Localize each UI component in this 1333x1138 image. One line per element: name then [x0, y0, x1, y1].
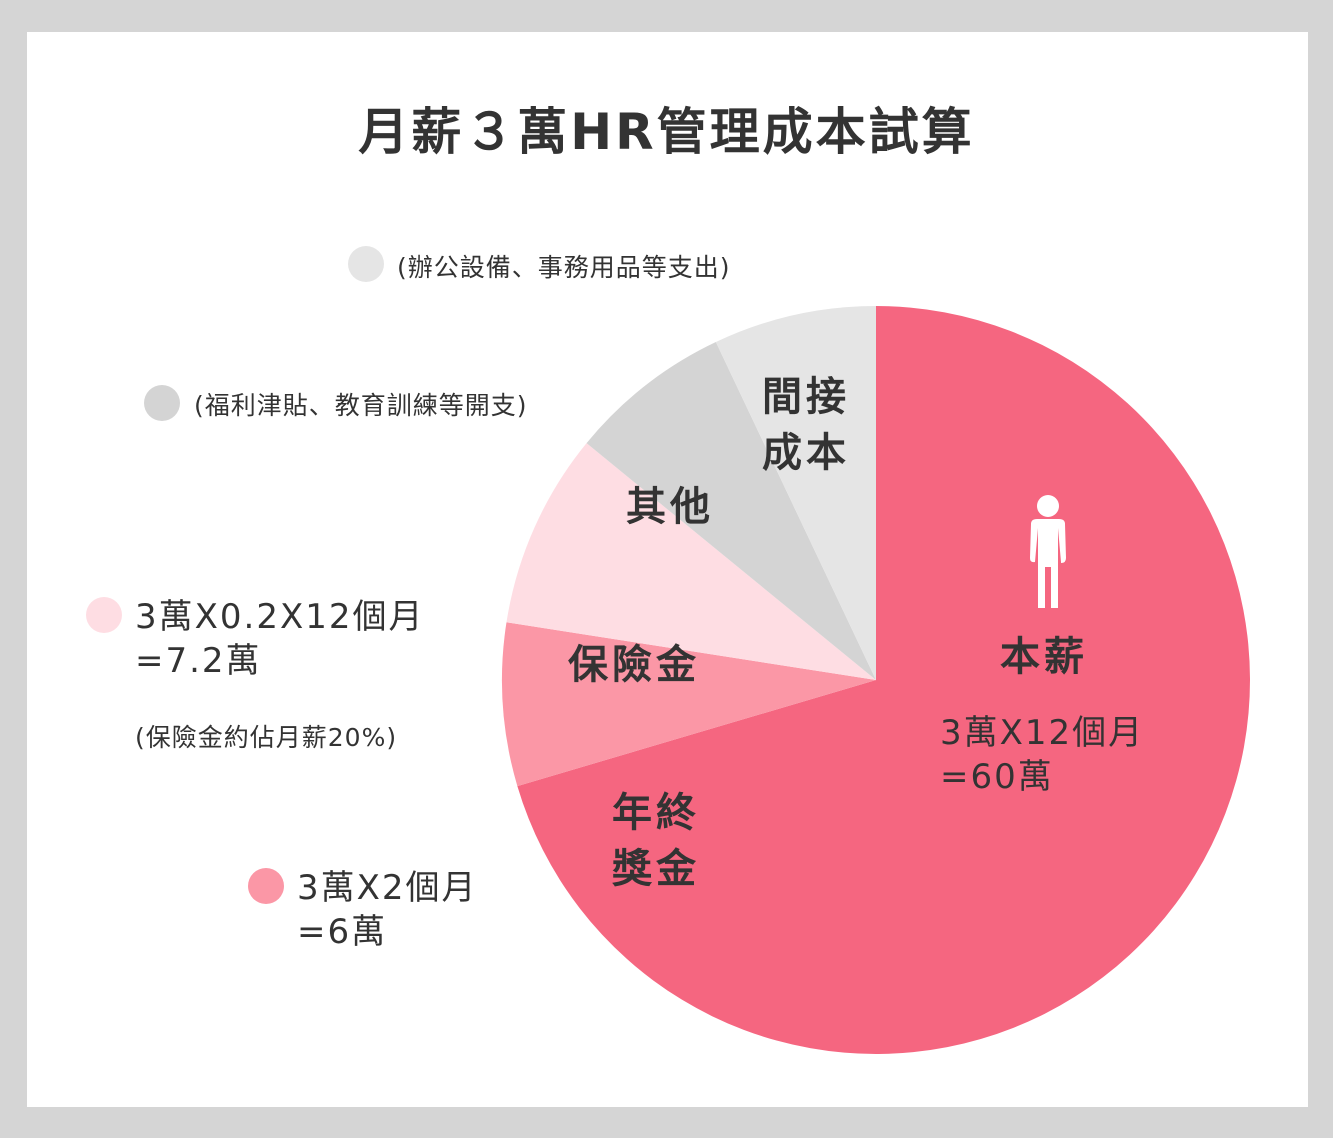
chart-title: 月薪３萬HR管理成本試算 — [358, 103, 975, 161]
pie-slice-insurance — [506, 443, 876, 680]
legend-dot-other — [144, 385, 180, 421]
slice-label-insurance: 保險金 — [568, 642, 700, 688]
slice-label-year-end-bonus: 年終 獎金 — [612, 790, 700, 892]
legend-annotation-insurance: 3萬X0.2X12個月 =7.2萬 — [135, 597, 425, 681]
legend-dot-year-end-bonus — [248, 868, 284, 904]
pie-slice-indirect-cost — [715, 306, 876, 680]
legend-note-other: (福利津貼、教育訓練等開支) — [194, 391, 528, 420]
slice-label-indirect-cost: 間接 成本 — [762, 374, 850, 476]
legend-note-insurance: (保險金約佔月薪20%) — [135, 723, 398, 752]
person-icon — [1030, 495, 1066, 608]
legend-dot-insurance — [86, 597, 122, 633]
legend-dot-indirect-cost — [348, 246, 384, 282]
pie-slice-year-end-bonus — [502, 622, 876, 787]
slice-label-other: 其他 — [626, 484, 714, 530]
pie-slice-other — [586, 342, 876, 680]
slice-label-base-salary: 本薪 — [1000, 634, 1088, 680]
slice-annotation-base-salary: 3萬X12個月 =60萬 — [940, 713, 1145, 797]
pie-slice-base-salary — [517, 306, 1251, 1054]
legend-note-indirect-cost: (辦公設備、事務用品等支出) — [397, 253, 731, 282]
legend-annotation-year-end-bonus: 3萬X2個月 =6萬 — [297, 868, 478, 952]
